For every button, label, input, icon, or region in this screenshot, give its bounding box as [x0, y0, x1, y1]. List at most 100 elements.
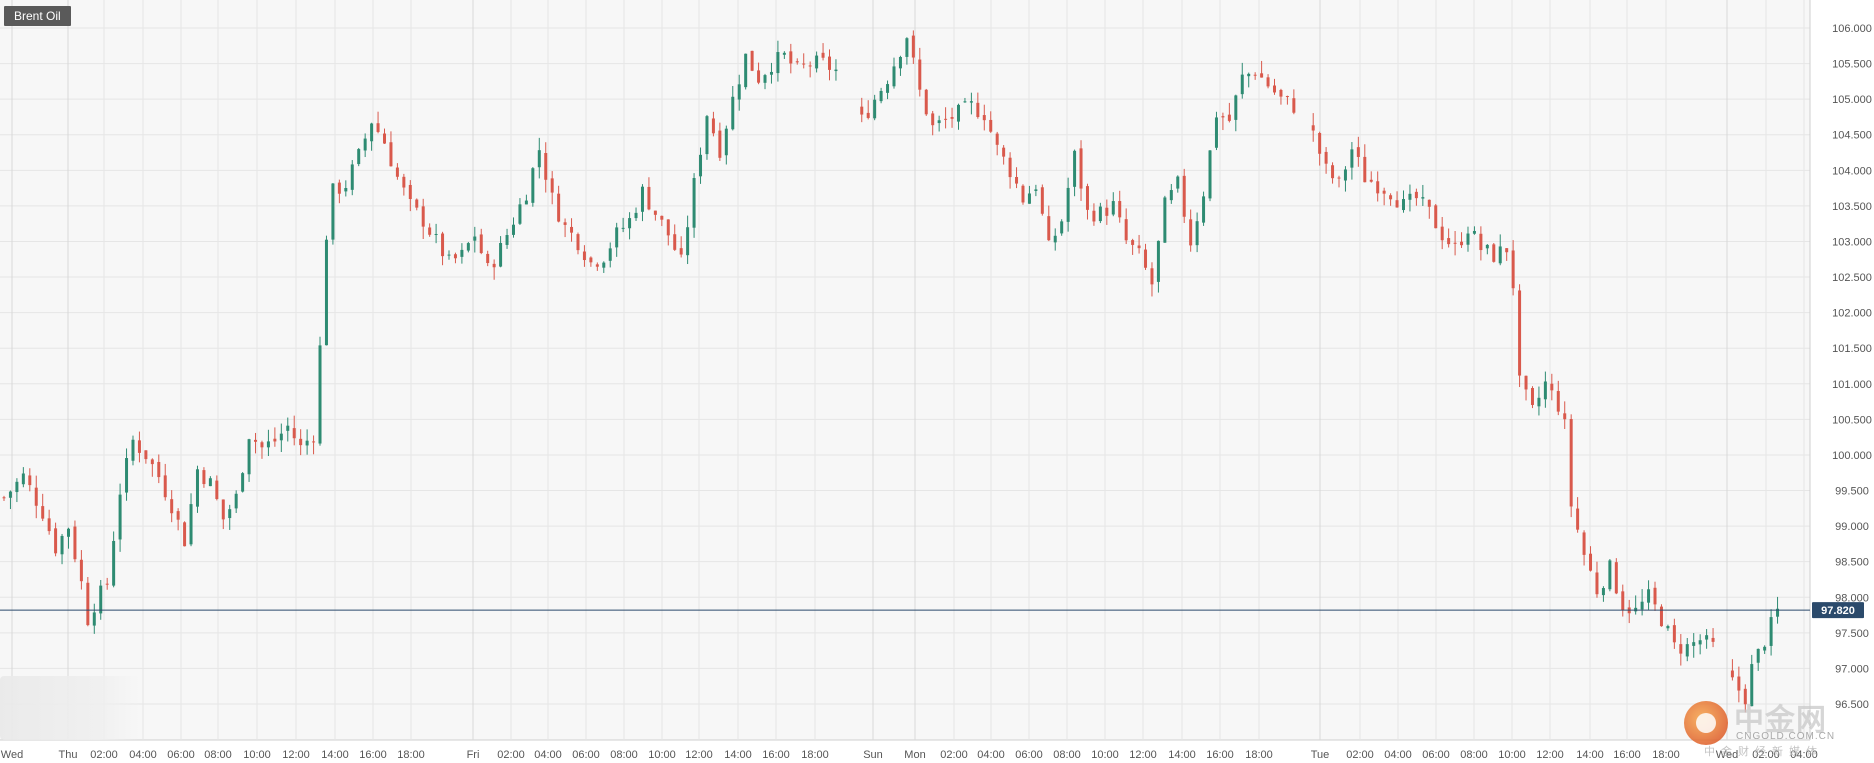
- candle-body: [1092, 210, 1096, 222]
- candle-body: [1060, 221, 1064, 234]
- candle-body: [1047, 216, 1051, 241]
- candle-body: [1176, 176, 1180, 189]
- candle-body: [266, 441, 270, 448]
- candle-body: [1479, 233, 1483, 251]
- candle-body: [460, 249, 464, 257]
- candle-body: [1079, 148, 1083, 189]
- x-tick-label: Thu: [59, 749, 78, 761]
- candle-body: [112, 540, 116, 586]
- x-tick-label: 14:00: [724, 749, 752, 761]
- y-tick-label: 99.000: [1835, 521, 1869, 533]
- candle-body: [428, 227, 432, 235]
- candle-body: [1453, 242, 1457, 244]
- x-tick-label: 06:00: [1015, 749, 1043, 761]
- candle-body: [1040, 187, 1044, 214]
- candle-body: [54, 528, 58, 554]
- candle-body: [724, 128, 728, 156]
- candle-body: [1582, 532, 1586, 555]
- x-tick-label: 08:00: [610, 749, 638, 761]
- candle-body: [15, 481, 19, 493]
- candle-body: [415, 199, 419, 208]
- y-tick-label: 97.000: [1835, 663, 1869, 675]
- candle-body: [905, 38, 909, 57]
- candle-body: [1021, 185, 1025, 203]
- candle-body: [1485, 244, 1489, 249]
- candle-body: [686, 227, 690, 256]
- candle-body: [1156, 240, 1160, 282]
- x-tick-label: 08:00: [1460, 749, 1488, 761]
- candle-body: [1769, 617, 1773, 646]
- y-tick-label: 102.000: [1832, 308, 1872, 320]
- x-tick-label: 16:00: [1206, 749, 1234, 761]
- x-tick-label: 02:00: [90, 749, 118, 761]
- candle-body: [1543, 381, 1547, 400]
- candle-body: [969, 101, 973, 103]
- candle-body: [1756, 648, 1760, 663]
- candle-body: [408, 184, 412, 200]
- candle-body: [621, 227, 625, 229]
- candle-body: [873, 99, 877, 119]
- y-tick-label: 106.000: [1832, 23, 1872, 35]
- candle-body: [1556, 391, 1560, 412]
- candle-body: [1124, 219, 1128, 241]
- candle-body: [1550, 383, 1554, 391]
- candle-body: [1679, 644, 1683, 654]
- y-tick-label: 98.000: [1835, 592, 1869, 604]
- y-tick-label: 102.500: [1832, 272, 1872, 284]
- cngold-logo-icon: [1684, 701, 1728, 745]
- candle-body: [466, 243, 470, 251]
- candle-body: [1356, 147, 1360, 157]
- x-tick-label: 02:00: [497, 749, 525, 761]
- candle-body: [879, 90, 883, 102]
- candle-body: [989, 119, 993, 132]
- candle-body: [1318, 132, 1322, 154]
- candle-body: [389, 142, 393, 167]
- candle-body: [834, 69, 838, 72]
- candle-body: [550, 178, 554, 193]
- candle-body: [570, 226, 574, 233]
- candle-body: [911, 35, 915, 58]
- candle-body: [34, 487, 38, 506]
- candle-body: [634, 212, 638, 219]
- candle-body: [1705, 635, 1709, 640]
- candle-body: [1015, 176, 1019, 184]
- candle-body: [1098, 206, 1102, 222]
- candle-body: [1601, 588, 1605, 596]
- candle-body: [589, 257, 593, 263]
- candle-body: [1227, 114, 1231, 121]
- candle-body: [234, 493, 238, 509]
- candle-body: [1621, 591, 1625, 610]
- candle-body: [1169, 190, 1173, 201]
- candle-body: [1466, 233, 1470, 245]
- candle-body: [383, 133, 387, 144]
- candle-body: [1221, 116, 1225, 118]
- candle-body: [1666, 626, 1670, 629]
- y-tick-label: 99.500: [1835, 486, 1869, 498]
- candle-body: [1105, 207, 1109, 216]
- x-tick-label: 06:00: [572, 749, 600, 761]
- candle-body: [331, 183, 335, 240]
- y-tick-label: 105.500: [1832, 59, 1872, 71]
- candle-body: [1401, 199, 1405, 211]
- candle-body: [441, 233, 445, 257]
- y-tick-label: 97.500: [1835, 628, 1869, 640]
- candle-body: [170, 499, 174, 514]
- x-tick-label: 10:00: [243, 749, 271, 761]
- candle-body: [1034, 189, 1038, 191]
- candle-body: [131, 439, 135, 461]
- candle-body: [737, 84, 741, 100]
- candle-body: [1253, 74, 1257, 76]
- y-tick-label: 96.500: [1835, 699, 1869, 711]
- candle-body: [1672, 625, 1676, 643]
- candle-body: [628, 218, 632, 229]
- x-tick-label: 12:00: [1536, 749, 1564, 761]
- candle-body: [21, 473, 25, 485]
- candle-body: [1743, 688, 1747, 705]
- candle-body: [1505, 248, 1509, 253]
- candle-body: [692, 178, 696, 228]
- candle-body: [1247, 73, 1251, 77]
- x-tick-label: 14:00: [321, 749, 349, 761]
- x-tick-label: 16:00: [359, 749, 387, 761]
